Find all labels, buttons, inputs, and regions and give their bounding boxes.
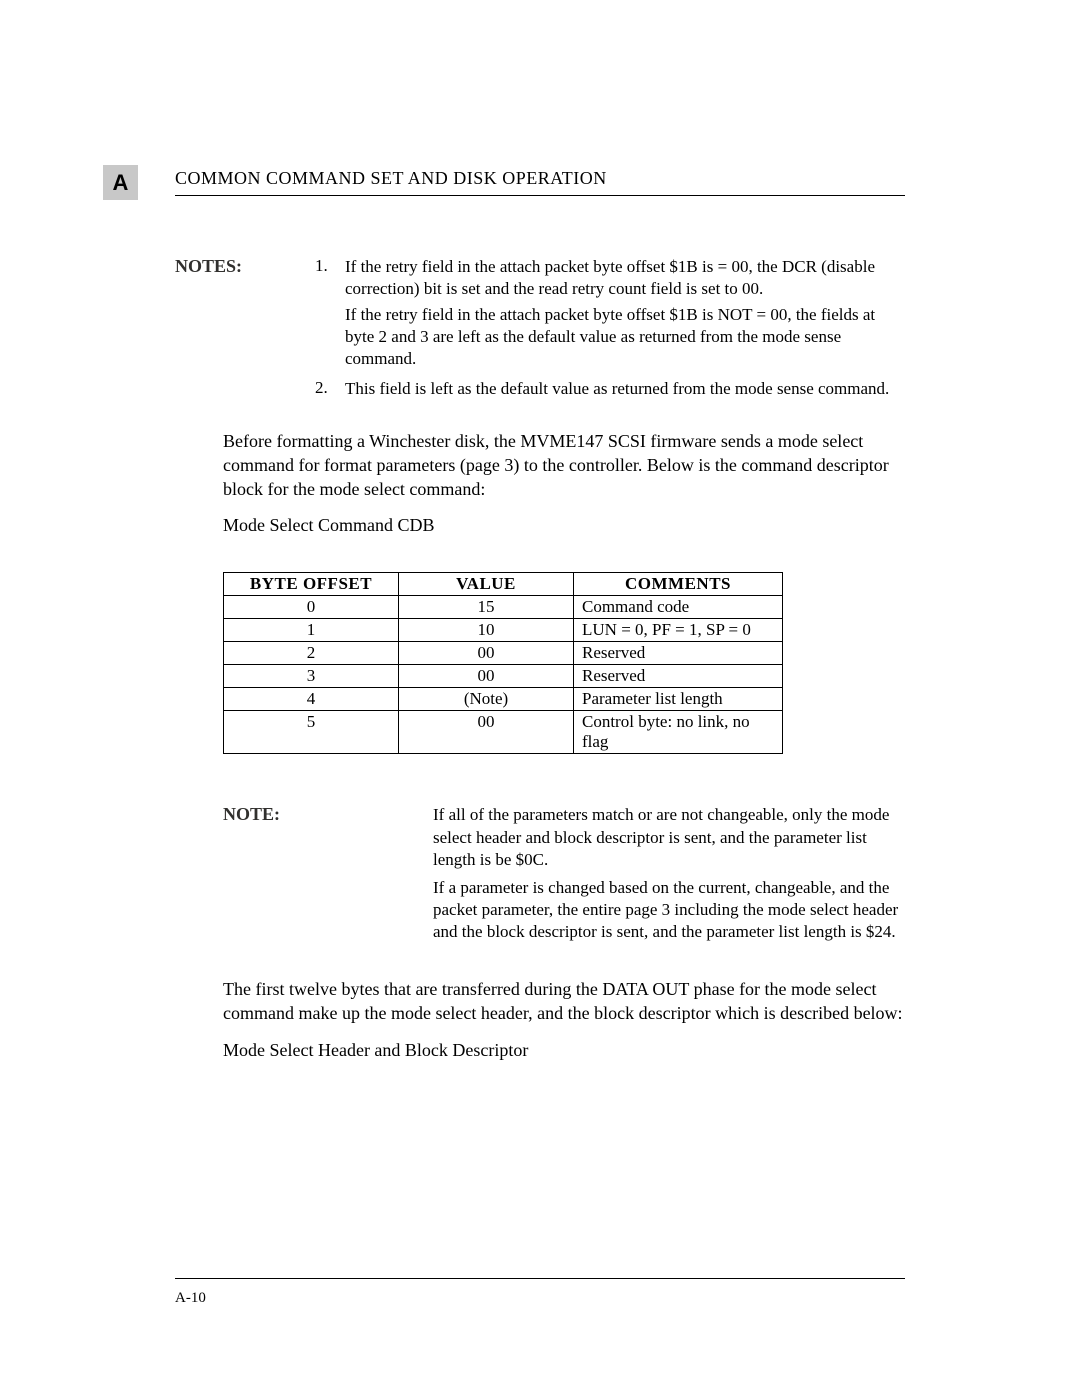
- note-para: If the retry field in the attach packet …: [345, 304, 905, 370]
- note-label: NOTE:: [223, 804, 433, 949]
- cell-offset: 2: [224, 642, 399, 665]
- table-header-row: BYTE OFFSET VALUE COMMENTS: [224, 573, 783, 596]
- table-row: 1 10 LUN = 0, PF = 1, SP = 0: [224, 619, 783, 642]
- table-row: 0 15 Command code: [224, 596, 783, 619]
- cell-offset: 3: [224, 665, 399, 688]
- note-number: 1.: [315, 256, 345, 374]
- note-para: This field is left as the default value …: [345, 378, 905, 400]
- cell-offset: 4: [224, 688, 399, 711]
- note-number: 2.: [315, 378, 345, 404]
- note-body: If all of the parameters match or are no…: [433, 804, 905, 949]
- notes-label: NOTES:: [175, 256, 315, 409]
- cell-comment: Reserved: [574, 642, 783, 665]
- footer-rule: [175, 1278, 905, 1279]
- cell-value: (Note): [399, 688, 574, 711]
- note-para: If all of the parameters match or are no…: [433, 804, 905, 870]
- section-badge: A: [103, 165, 138, 200]
- cell-value: 00: [399, 665, 574, 688]
- table-body: 0 15 Command code 1 10 LUN = 0, PF = 1, …: [224, 596, 783, 754]
- cell-comment: LUN = 0, PF = 1, SP = 0: [574, 619, 783, 642]
- section-letter: A: [113, 170, 129, 196]
- notes-list: 1. If the retry field in the attach pack…: [315, 256, 905, 409]
- cell-comment: Parameter list length: [574, 688, 783, 711]
- page-title: COMMON COMMAND SET AND DISK OPERATION: [175, 168, 607, 189]
- page-header: COMMON COMMAND SET AND DISK OPERATION: [175, 168, 905, 189]
- cell-comment: Command code: [574, 596, 783, 619]
- col-header-comments: COMMENTS: [574, 573, 783, 596]
- note-para: If a parameter is changed based on the c…: [433, 877, 905, 943]
- subheading: Mode Select Header and Block Descriptor: [223, 1040, 905, 1061]
- cell-offset: 1: [224, 619, 399, 642]
- note-para: If the retry field in the attach packet …: [345, 256, 905, 300]
- cell-value: 00: [399, 711, 574, 754]
- cell-offset: 5: [224, 711, 399, 754]
- note-text: If the retry field in the attach packet …: [345, 256, 905, 374]
- col-header-value: VALUE: [399, 573, 574, 596]
- intro-paragraph: Before formatting a Winchester disk, the…: [223, 429, 905, 502]
- note-text: This field is left as the default value …: [345, 378, 905, 404]
- cell-value: 10: [399, 619, 574, 642]
- body-paragraph: The first twelve bytes that are transfer…: [223, 977, 905, 1026]
- cell-offset: 0: [224, 596, 399, 619]
- cdb-title: Mode Select Command CDB: [223, 515, 905, 536]
- table-row: 3 00 Reserved: [224, 665, 783, 688]
- table-row: 2 00 Reserved: [224, 642, 783, 665]
- cell-value: 00: [399, 642, 574, 665]
- note-block: NOTE: If all of the parameters match or …: [223, 804, 905, 949]
- header-rule: [175, 195, 905, 196]
- page-number: A-10: [175, 1290, 206, 1307]
- table-row: 4 (Note) Parameter list length: [224, 688, 783, 711]
- cdb-table: BYTE OFFSET VALUE COMMENTS 0 15 Command …: [223, 572, 783, 754]
- col-header-offset: BYTE OFFSET: [224, 573, 399, 596]
- page: A COMMON COMMAND SET AND DISK OPERATION …: [0, 0, 1080, 1397]
- cell-value: 15: [399, 596, 574, 619]
- note-item: 1. If the retry field in the attach pack…: [315, 256, 905, 374]
- table-row: 5 00 Control byte: no link, no flag: [224, 711, 783, 754]
- note-item: 2. This field is left as the default val…: [315, 378, 905, 404]
- notes-block: NOTES: 1. If the retry field in the atta…: [175, 256, 905, 409]
- cell-comment: Control byte: no link, no flag: [574, 711, 783, 754]
- cell-comment: Reserved: [574, 665, 783, 688]
